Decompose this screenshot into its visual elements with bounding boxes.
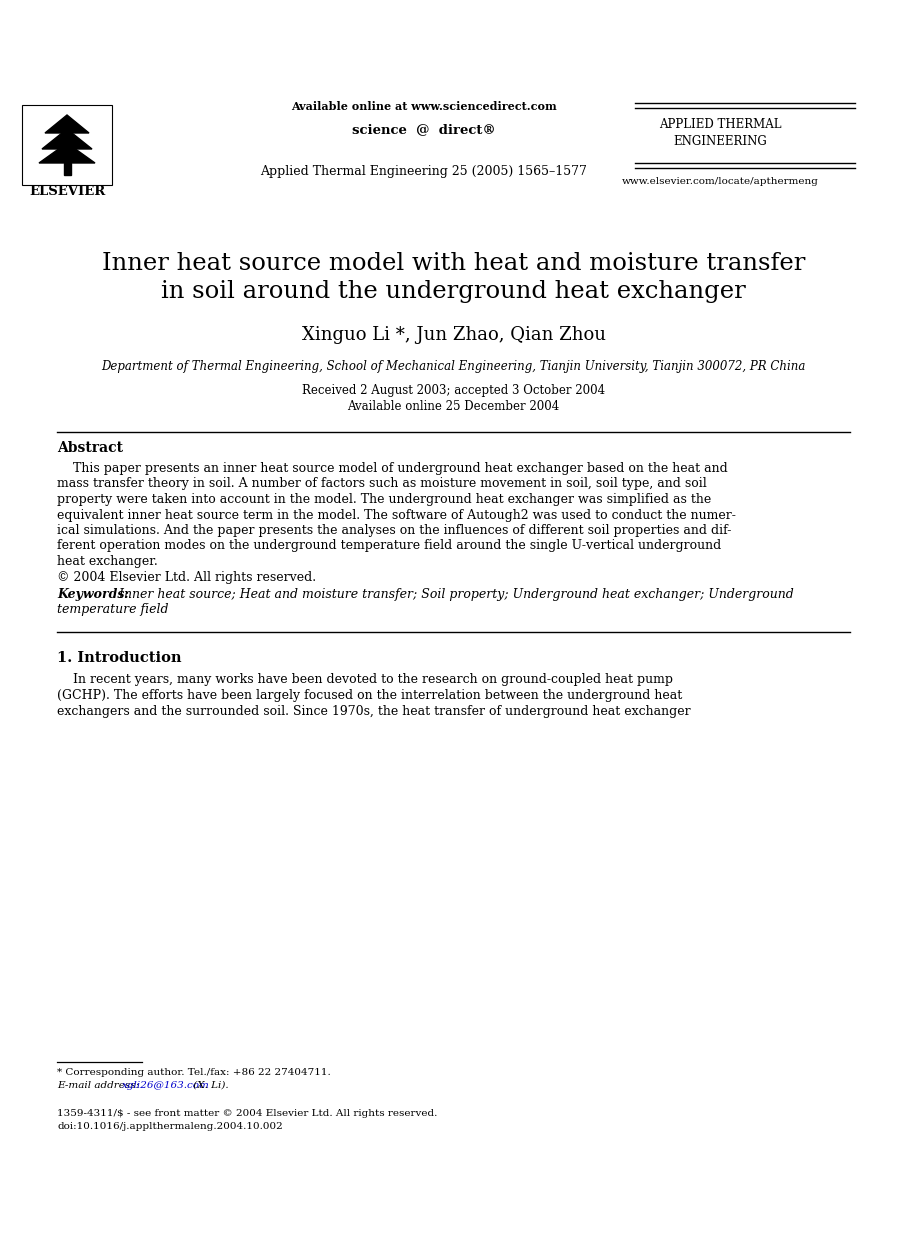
Text: Available online at www.sciencedirect.com: Available online at www.sciencedirect.co… <box>290 102 556 111</box>
Text: Keywords:: Keywords: <box>57 588 129 600</box>
Text: xgli26@163.com: xgli26@163.com <box>122 1081 210 1089</box>
Text: mass transfer theory in soil. A number of factors such as moisture movement in s: mass transfer theory in soil. A number o… <box>57 478 707 490</box>
Text: ferent operation modes on the underground temperature field around the single U-: ferent operation modes on the undergroun… <box>57 540 721 552</box>
Text: doi:10.1016/j.applthermaleng.2004.10.002: doi:10.1016/j.applthermaleng.2004.10.002 <box>57 1122 283 1132</box>
Text: exchangers and the surrounded soil. Since 1970s, the heat transfer of undergroun: exchangers and the surrounded soil. Sinc… <box>57 704 690 718</box>
Text: science  @  direct®: science @ direct® <box>352 123 495 136</box>
Text: ELSEVIER: ELSEVIER <box>29 184 105 198</box>
Text: * Corresponding author. Tel./fax: +86 22 27404711.: * Corresponding author. Tel./fax: +86 22… <box>57 1068 331 1077</box>
Text: APPLIED THERMAL: APPLIED THERMAL <box>658 118 781 131</box>
Text: In recent years, many works have been devoted to the research on ground-coupled : In recent years, many works have been de… <box>57 673 673 687</box>
Text: 1359-4311/$ - see front matter © 2004 Elsevier Ltd. All rights reserved.: 1359-4311/$ - see front matter © 2004 El… <box>57 1109 437 1118</box>
Text: © 2004 Elsevier Ltd. All rights reserved.: © 2004 Elsevier Ltd. All rights reserved… <box>57 571 317 583</box>
Text: (GCHP). The efforts have been largely focused on the interrelation between the u: (GCHP). The efforts have been largely fo… <box>57 690 682 702</box>
Text: E-mail address:: E-mail address: <box>57 1081 142 1089</box>
Text: This paper presents an inner heat source model of underground heat exchanger bas: This paper presents an inner heat source… <box>57 462 727 475</box>
Text: Inner heat source model with heat and moisture transfer: Inner heat source model with heat and mo… <box>102 253 805 275</box>
Text: heat exchanger.: heat exchanger. <box>57 555 158 568</box>
Polygon shape <box>63 163 71 175</box>
Polygon shape <box>42 129 92 149</box>
Text: Available online 25 December 2004: Available online 25 December 2004 <box>347 400 560 413</box>
Text: www.elsevier.com/locate/apthermeng: www.elsevier.com/locate/apthermeng <box>621 177 818 186</box>
Text: (X. Li).: (X. Li). <box>190 1081 229 1089</box>
Polygon shape <box>45 115 89 132</box>
Text: ENGINEERING: ENGINEERING <box>673 135 767 149</box>
Text: ical simulations. And the paper presents the analyses on the influences of diffe: ical simulations. And the paper presents… <box>57 524 731 537</box>
Text: Received 2 August 2003; accepted 3 October 2004: Received 2 August 2003; accepted 3 Octob… <box>302 384 605 397</box>
Text: property were taken into account in the model. The underground heat exchanger wa: property were taken into account in the … <box>57 493 711 506</box>
Text: Abstract: Abstract <box>57 441 123 456</box>
Text: Inner heat source; Heat and moisture transfer; Soil property; Underground heat e: Inner heat source; Heat and moisture tra… <box>115 588 794 600</box>
Bar <box>22 105 112 184</box>
Text: 1. Introduction: 1. Introduction <box>57 650 181 665</box>
Text: temperature field: temperature field <box>57 603 169 617</box>
Text: Applied Thermal Engineering 25 (2005) 1565–1577: Applied Thermal Engineering 25 (2005) 15… <box>260 165 587 178</box>
Text: Department of Thermal Engineering, School of Mechanical Engineering, Tianjin Uni: Department of Thermal Engineering, Schoo… <box>102 360 805 373</box>
Text: equivalent inner heat source term in the model. The software of Autough2 was use: equivalent inner heat source term in the… <box>57 509 736 521</box>
Text: Xinguo Li *, Jun Zhao, Qian Zhou: Xinguo Li *, Jun Zhao, Qian Zhou <box>301 326 606 344</box>
Polygon shape <box>39 144 95 163</box>
Text: in soil around the underground heat exchanger: in soil around the underground heat exch… <box>161 280 746 303</box>
